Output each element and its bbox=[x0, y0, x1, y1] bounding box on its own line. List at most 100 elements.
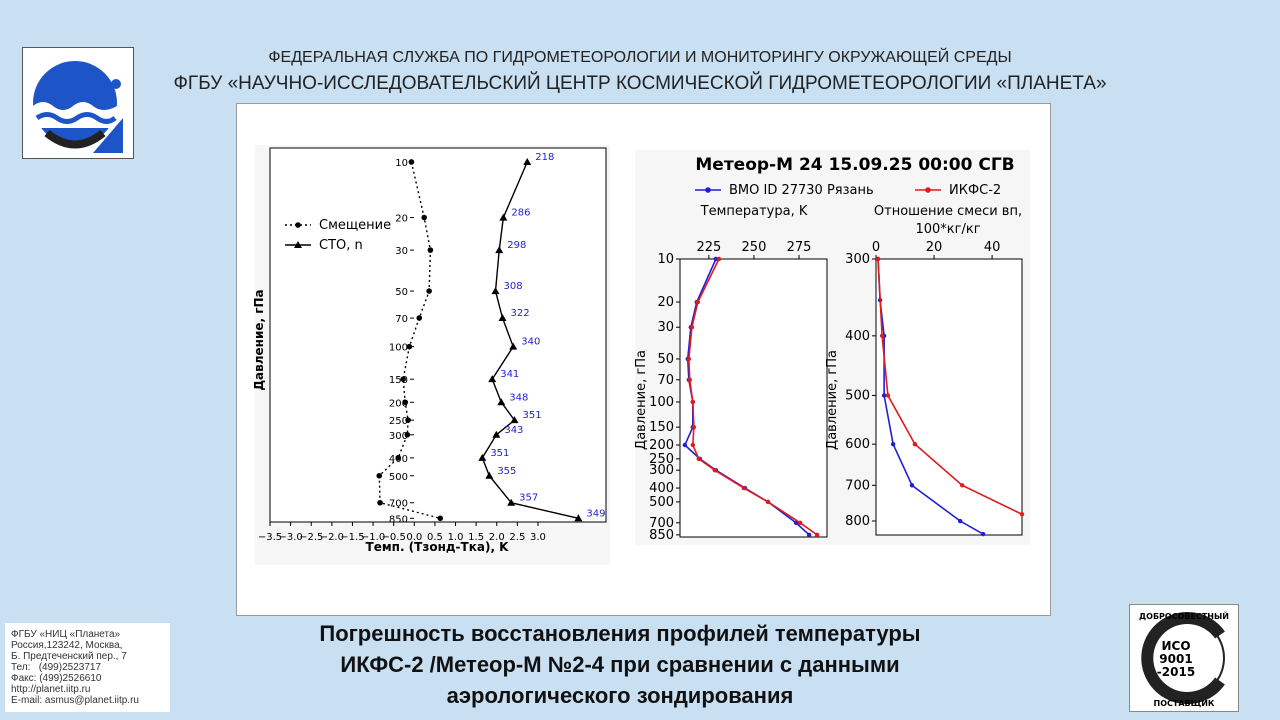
cert-top: ДОБРОСОВЕСТНЫЙ bbox=[1139, 610, 1229, 621]
data-point bbox=[957, 518, 963, 524]
x-tick-label: 0.0 bbox=[406, 532, 422, 543]
data-point bbox=[881, 393, 887, 398]
contact-line: http://planet.iitp.ru bbox=[11, 684, 91, 695]
y-tick-label: 600 bbox=[845, 437, 870, 452]
y-tick-label: 300 bbox=[649, 463, 674, 478]
y-tick-label: 800 bbox=[845, 514, 870, 529]
data-point bbox=[765, 499, 771, 505]
data-line bbox=[877, 258, 1023, 515]
logo-graphic bbox=[33, 61, 123, 153]
x-tick-label: 0.5 bbox=[427, 532, 443, 543]
x-tick-label: 225 bbox=[696, 240, 721, 255]
x-tick-label: 2.5 bbox=[509, 532, 525, 543]
data-line bbox=[688, 258, 818, 536]
legend-marker bbox=[294, 241, 302, 248]
cert-text: 9001 bbox=[1159, 652, 1192, 666]
y-tick-label: 200 bbox=[649, 438, 674, 453]
data-point bbox=[427, 247, 434, 253]
y-tick-label: 250 bbox=[649, 452, 674, 467]
data-point bbox=[695, 299, 701, 305]
x-tick-label: −3.0 bbox=[278, 532, 302, 543]
y-tick-label: 20 bbox=[395, 214, 408, 225]
data-point bbox=[405, 417, 411, 423]
data-annotation: 341 bbox=[500, 369, 519, 380]
data-point bbox=[509, 342, 518, 350]
y-tick-label: 700 bbox=[845, 478, 870, 493]
data-annotation: 298 bbox=[507, 240, 526, 251]
contact-line: ФГБУ «НИЦ «Планета» bbox=[11, 629, 121, 640]
footer-title: Погрешность восстановления профилей темп… bbox=[319, 621, 921, 646]
data-point bbox=[402, 399, 409, 406]
data-point bbox=[885, 393, 891, 398]
y-tick-label: 70 bbox=[657, 373, 674, 388]
x-axis-label: Отношение смеси вп, bbox=[874, 204, 1022, 219]
data-point bbox=[960, 483, 965, 488]
data-annotation: 349 bbox=[586, 508, 605, 519]
y-tick-label: 150 bbox=[389, 375, 408, 386]
data-point bbox=[485, 471, 494, 479]
x-axis-label: 100*кг/кг bbox=[915, 222, 980, 237]
data-point bbox=[498, 314, 507, 322]
data-point bbox=[682, 442, 688, 448]
data-point bbox=[980, 531, 986, 537]
x-tick-label: 2.0 bbox=[489, 532, 505, 543]
legend-label: ИКФС-2 bbox=[949, 183, 1001, 198]
data-point bbox=[890, 441, 896, 447]
data-point bbox=[686, 356, 692, 362]
legend-label: СТО, n bbox=[319, 238, 363, 253]
cert-text: ИСО bbox=[1161, 639, 1190, 653]
data-annotation: 340 bbox=[521, 337, 540, 348]
y-tick-label: 50 bbox=[395, 287, 408, 298]
x-tick-label: −3.5 bbox=[258, 532, 282, 543]
data-point bbox=[574, 514, 583, 522]
data-point bbox=[696, 456, 701, 462]
y-tick-label: 150 bbox=[649, 420, 674, 435]
data-point bbox=[691, 424, 697, 430]
data-point bbox=[437, 515, 444, 522]
data-point bbox=[400, 376, 406, 382]
y-tick-label: 100 bbox=[649, 395, 674, 410]
data-point bbox=[421, 214, 427, 221]
data-point bbox=[797, 520, 803, 525]
x-tick-label: 20 bbox=[926, 240, 943, 255]
data-point bbox=[690, 399, 696, 405]
data-annotation: 351 bbox=[522, 410, 541, 421]
footer-title: аэрологического зондирования bbox=[446, 683, 794, 708]
y-tick-label: 100 bbox=[389, 343, 408, 354]
x-tick-label: 40 bbox=[984, 240, 1001, 255]
legend-marker bbox=[295, 222, 301, 228]
y-tick-label: 30 bbox=[395, 246, 408, 257]
data-point bbox=[712, 467, 718, 473]
data-point bbox=[741, 485, 747, 491]
data-point bbox=[492, 430, 501, 438]
y-tick-label: 400 bbox=[649, 481, 674, 496]
data-point bbox=[495, 246, 504, 254]
data-point bbox=[1019, 512, 1025, 517]
data-point bbox=[879, 333, 885, 339]
x-tick-label: 250 bbox=[742, 240, 767, 255]
y-tick-label: 200 bbox=[389, 398, 408, 409]
data-point bbox=[814, 532, 820, 538]
data-annotation: 355 bbox=[497, 466, 516, 477]
data-point bbox=[875, 256, 881, 262]
data-annotation: 357 bbox=[519, 493, 538, 504]
y-tick-label: 50 bbox=[657, 352, 674, 367]
chart-title: Метеор-М 24 15.09.25 00:00 СГВ bbox=[695, 155, 1014, 175]
x-tick-label: −2.0 bbox=[320, 532, 344, 543]
data-annotation: 286 bbox=[511, 208, 530, 219]
data-annotation: 308 bbox=[504, 281, 523, 292]
data-point bbox=[806, 532, 812, 538]
x-tick-label: 0 bbox=[872, 240, 880, 255]
x-tick-label: −2.5 bbox=[299, 532, 323, 543]
y-tick-label: 10 bbox=[657, 252, 674, 267]
data-point bbox=[510, 416, 519, 424]
data-annotation: 218 bbox=[535, 152, 554, 163]
y-axis-label: Давление, гПа bbox=[825, 350, 840, 450]
x-tick-label: 1.0 bbox=[448, 532, 464, 543]
contact-line: Тел: (499)2523717 bbox=[11, 662, 101, 673]
certificate-graphic: ДОБРОСОВЕСТНЫЙ ИСО 9001 -2015 ПОСТАВЩИК bbox=[1139, 610, 1229, 708]
data-point bbox=[909, 483, 915, 488]
y-tick-label: 850 bbox=[649, 528, 674, 543]
y-tick-label: 10 bbox=[395, 158, 408, 169]
